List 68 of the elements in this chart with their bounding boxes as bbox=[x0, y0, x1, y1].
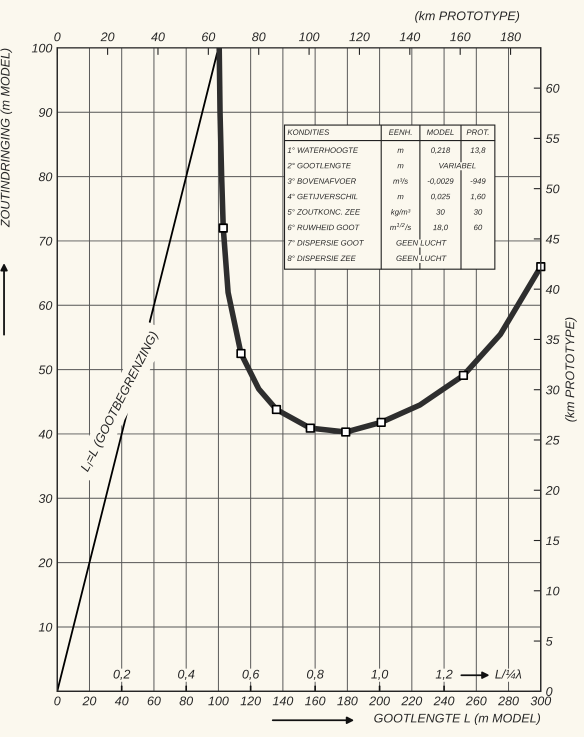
x-tick-label: 20 bbox=[82, 696, 96, 706]
point bbox=[306, 424, 315, 433]
y-tick-label: 50 bbox=[38, 365, 52, 374]
y2-tick-label: 10 bbox=[546, 586, 560, 596]
annotation: 0,8 bbox=[306, 670, 324, 680]
y-tick-label: 20 bbox=[38, 558, 52, 568]
y-tick-label: 10 bbox=[38, 622, 52, 632]
x2-tick-label: 140 bbox=[400, 32, 420, 42]
y-tick-label: 90 bbox=[38, 108, 52, 117]
annotation: L/¼λ bbox=[495, 669, 522, 679]
x2-tick-label: 80 bbox=[252, 32, 266, 42]
y2-tick-label: 55 bbox=[546, 134, 560, 144]
x2-tick-label: 20 bbox=[100, 32, 114, 42]
annotation: 0,6 bbox=[242, 670, 260, 680]
y-tick-label: 70 bbox=[40, 236, 52, 246]
point bbox=[236, 348, 246, 358]
x-tick-label: 120 bbox=[240, 696, 261, 706]
point bbox=[341, 427, 350, 437]
x2-tick-label: 40 bbox=[151, 32, 165, 42]
point bbox=[272, 404, 282, 414]
x2-tick-label: 60 bbox=[202, 32, 216, 42]
point bbox=[376, 418, 386, 427]
point bbox=[458, 370, 468, 380]
y2-tick-label: 20 bbox=[546, 486, 560, 495]
x-tick-label: 300 bbox=[530, 696, 552, 706]
annotation: 1,0 bbox=[371, 670, 388, 680]
x2-tick-label: 100 bbox=[298, 32, 320, 42]
annotation: 0,4 bbox=[178, 670, 194, 680]
point bbox=[218, 223, 228, 233]
y2-tick-label: 60 bbox=[546, 84, 560, 93]
y2-tick-label: 35 bbox=[546, 335, 560, 344]
x2-tick-label: 120 bbox=[349, 32, 370, 42]
x-tick-label: 160 bbox=[305, 696, 326, 706]
x2-axis-title: (km PROTOTYPE) bbox=[415, 11, 520, 23]
x-tick-label: 0 bbox=[54, 696, 61, 706]
annotation: 1,2 bbox=[436, 670, 453, 680]
y2-tick-label: 5 bbox=[546, 636, 553, 646]
x2-tick-label: 180 bbox=[500, 32, 521, 42]
y2-tick-label: 15 bbox=[546, 536, 560, 546]
x-tick-label: 80 bbox=[180, 696, 194, 706]
y-tick-label: 80 bbox=[38, 172, 52, 182]
y2-tick-label: 45 bbox=[546, 234, 560, 244]
y2-tick-label: 30 bbox=[546, 386, 560, 394]
annotation: 0,2 bbox=[114, 670, 130, 680]
y-tick-label: 40 bbox=[38, 430, 52, 439]
y2-tick-label: 50 bbox=[546, 184, 560, 194]
y2-tick-label: 40 bbox=[546, 284, 560, 294]
y-axis-title: ZOUTINDRINGING (m MODEL) bbox=[0, 48, 12, 228]
x-tick-label: 220 bbox=[401, 696, 422, 706]
x-tick-label: 40 bbox=[114, 696, 129, 706]
x-tick-label: 60 bbox=[148, 696, 161, 706]
y2-axis-title: (km PROTOTYPE) bbox=[565, 318, 577, 422]
x2-tick-label: 0 bbox=[54, 32, 61, 42]
x-tick-label: 280 bbox=[498, 696, 519, 706]
x-tick-label: 140 bbox=[272, 696, 294, 706]
x-tick-label: 200 bbox=[369, 696, 390, 706]
y-tick-label: 60 bbox=[39, 301, 52, 310]
y-tick-label: 100 bbox=[32, 44, 52, 53]
x-tick-label: 180 bbox=[337, 696, 358, 706]
x-tick-label: 240 bbox=[434, 696, 454, 706]
y2-tick-label: 0 bbox=[546, 687, 552, 696]
x-axis-title: GOOTLENGTE L (m MODEL) bbox=[374, 713, 540, 726]
x-tick-label: 100 bbox=[208, 696, 229, 706]
y2-tick-label: 25 bbox=[546, 436, 560, 445]
y-tick-label: 30 bbox=[38, 494, 52, 503]
x2-tick-label: 160 bbox=[450, 32, 471, 42]
x-tick-label: 260 bbox=[466, 696, 487, 706]
annotation: L$_{l}$=L (GOOTBEGRENZING) bbox=[80, 330, 160, 474]
